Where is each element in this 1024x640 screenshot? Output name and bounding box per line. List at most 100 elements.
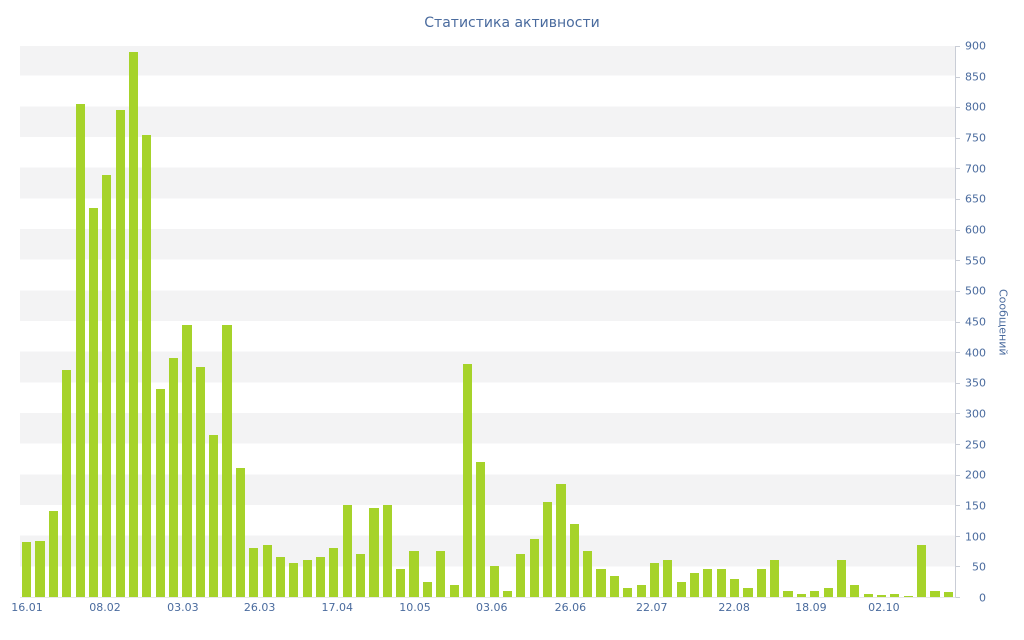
bar — [262, 544, 272, 597]
bar — [529, 538, 539, 597]
y-axis-tick-label: 350 — [965, 376, 986, 390]
x-axis-tick-label: 26.03 — [243, 601, 276, 614]
y-axis-tick — [956, 566, 960, 568]
bar — [930, 590, 940, 597]
bar — [850, 584, 860, 597]
y-axis-tick — [956, 505, 960, 507]
bar — [195, 367, 205, 597]
y-axis-tick-label: 150 — [965, 499, 986, 513]
y-axis-tick — [956, 352, 960, 354]
bar — [796, 593, 806, 597]
bar — [543, 502, 553, 597]
y-axis-tick — [956, 535, 960, 537]
bar — [476, 462, 486, 597]
bar — [730, 578, 740, 597]
y-axis-tick — [956, 382, 960, 384]
bar — [62, 370, 72, 597]
y-axis-tick — [956, 168, 960, 170]
bar — [596, 569, 606, 597]
bar — [943, 592, 953, 597]
y-axis-tick-label: 850 — [965, 70, 986, 84]
bar — [102, 174, 112, 597]
bar — [88, 208, 98, 597]
y-axis-tick — [956, 229, 960, 231]
x-axis-tick-label: 26.06 — [554, 601, 587, 614]
y-axis-title: Сообщений — [996, 288, 1010, 356]
y-axis-tick-label: 250 — [965, 438, 986, 452]
bar — [315, 557, 326, 597]
bar — [302, 560, 312, 597]
bar — [636, 584, 646, 597]
bar — [169, 358, 179, 597]
bar — [890, 593, 900, 597]
bar — [289, 563, 299, 597]
y-axis-tick-label: 500 — [965, 284, 986, 298]
y-axis-tick-label: 450 — [965, 315, 986, 329]
bar — [623, 587, 633, 597]
bar — [810, 590, 820, 597]
y-axis-tick-label: 100 — [965, 530, 986, 544]
bar — [756, 569, 766, 597]
bar — [155, 388, 165, 597]
y-axis-tick — [956, 321, 960, 323]
y-axis-tick — [956, 46, 960, 47]
x-axis-tick-label: 16.01 — [11, 601, 43, 614]
bar — [422, 581, 432, 597]
bar — [823, 587, 833, 597]
x-axis-tick-label: 22.07 — [636, 601, 668, 614]
bar — [516, 554, 526, 597]
y-axis-tick — [956, 107, 960, 109]
bar — [356, 554, 366, 597]
bar — [342, 505, 352, 597]
bar — [128, 52, 139, 597]
bar — [48, 511, 58, 597]
y-axis-tick-label: 200 — [965, 468, 986, 482]
bar — [489, 566, 499, 597]
y-axis-tick-label: 50 — [972, 560, 986, 574]
x-axis: 16.01 08.02 03.03 26.03 17.04 10.05 03.06 26.06… — [11, 601, 956, 618]
x-axis-tick-label: 17.04 — [321, 601, 354, 614]
bar — [449, 584, 459, 597]
y-axis-tick — [956, 443, 960, 445]
bar — [770, 560, 780, 597]
bar — [22, 541, 32, 597]
chart-title: Статистика активности — [424, 15, 600, 31]
y-axis-tick-label: 600 — [965, 223, 986, 237]
y-axis-tick-label: 700 — [965, 162, 986, 176]
bar — [917, 544, 927, 597]
bar — [703, 569, 713, 597]
y-axis-tick-label: 650 — [965, 192, 986, 206]
bar — [569, 523, 579, 597]
bar — [556, 483, 566, 597]
bar — [903, 595, 913, 597]
bar — [369, 508, 379, 597]
y-axis-tick — [956, 76, 960, 78]
x-axis-tick-label: 10.05 — [399, 601, 431, 614]
bar — [502, 590, 513, 597]
bar — [222, 324, 232, 597]
y-axis-tick — [956, 199, 960, 201]
bar — [676, 581, 686, 597]
x-axis-tick-label: 18.09 — [795, 601, 827, 614]
y-axis-tick-label: 750 — [965, 131, 986, 145]
y-axis-tick-label: 400 — [965, 346, 986, 360]
bar — [75, 104, 85, 597]
bar — [436, 551, 446, 597]
bar — [382, 505, 392, 597]
x-axis-tick-label: 03.03 — [167, 601, 199, 614]
bar — [689, 572, 700, 597]
x-axis-tick-label: 03.06 — [475, 601, 508, 614]
bar — [716, 569, 726, 597]
y-axis-tick-label: 800 — [965, 100, 986, 114]
bar — [235, 468, 245, 597]
bar — [115, 110, 125, 597]
bar — [743, 587, 753, 597]
y-axis-tick-label: 550 — [965, 254, 986, 268]
bar — [35, 540, 45, 597]
y-axis-tick-label: 0 — [979, 591, 986, 605]
bar — [863, 593, 873, 597]
bar — [209, 434, 219, 597]
bar — [663, 560, 673, 597]
bar — [649, 563, 659, 597]
y-axis-tick — [956, 260, 960, 262]
